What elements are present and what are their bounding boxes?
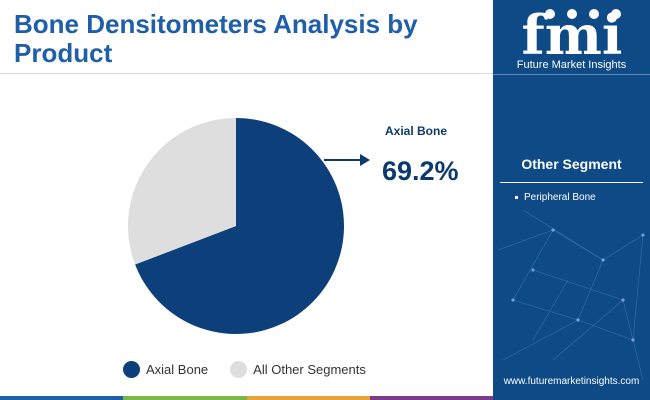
pie-slice-all-other-segments bbox=[127, 118, 236, 265]
callout-value: 69.2% bbox=[382, 156, 459, 186]
callout-label: Axial Bone bbox=[385, 124, 448, 138]
network-graphic-icon bbox=[497, 209, 645, 381]
website-url: www.futuremarketinsights.com bbox=[503, 376, 640, 387]
pie-slice-axial-bone bbox=[135, 118, 344, 334]
other-segment-underline bbox=[500, 182, 643, 183]
legend-entry: Axial Bone bbox=[123, 360, 209, 378]
page-title: Bone Densitometers Analysis by Product bbox=[14, 9, 418, 68]
legend-swatch bbox=[230, 360, 248, 378]
legend-swatch bbox=[123, 360, 140, 378]
brand-name: Future Market Insights bbox=[516, 59, 627, 71]
bottom-bar-segment bbox=[0, 396, 124, 400]
other-segment-item: Peripheral Bone bbox=[515, 192, 596, 203]
sidebar-panel: fmi Future Market Insights Other Segment… bbox=[493, 0, 650, 400]
bottom-bar-segment bbox=[123, 396, 247, 400]
legend-entry: All Other Segments bbox=[230, 360, 366, 378]
fmi-logo: fmi bbox=[522, 4, 623, 60]
header-divider bbox=[0, 73, 493, 74]
sidebar-divider bbox=[493, 74, 650, 75]
legend-label: Axial Bone bbox=[146, 361, 209, 377]
callout-arrow-icon bbox=[324, 154, 370, 166]
bottom-bar-segment bbox=[246, 396, 370, 400]
bottom-bar-segment bbox=[369, 396, 493, 400]
chart-legend: Axial Bone All Other Segments bbox=[123, 360, 388, 378]
legend-label: All Other Segments bbox=[253, 361, 366, 377]
bottom-color-bar bbox=[0, 396, 493, 400]
pie-chart bbox=[127, 118, 344, 334]
other-segment-title: Other Segment bbox=[521, 156, 622, 172]
